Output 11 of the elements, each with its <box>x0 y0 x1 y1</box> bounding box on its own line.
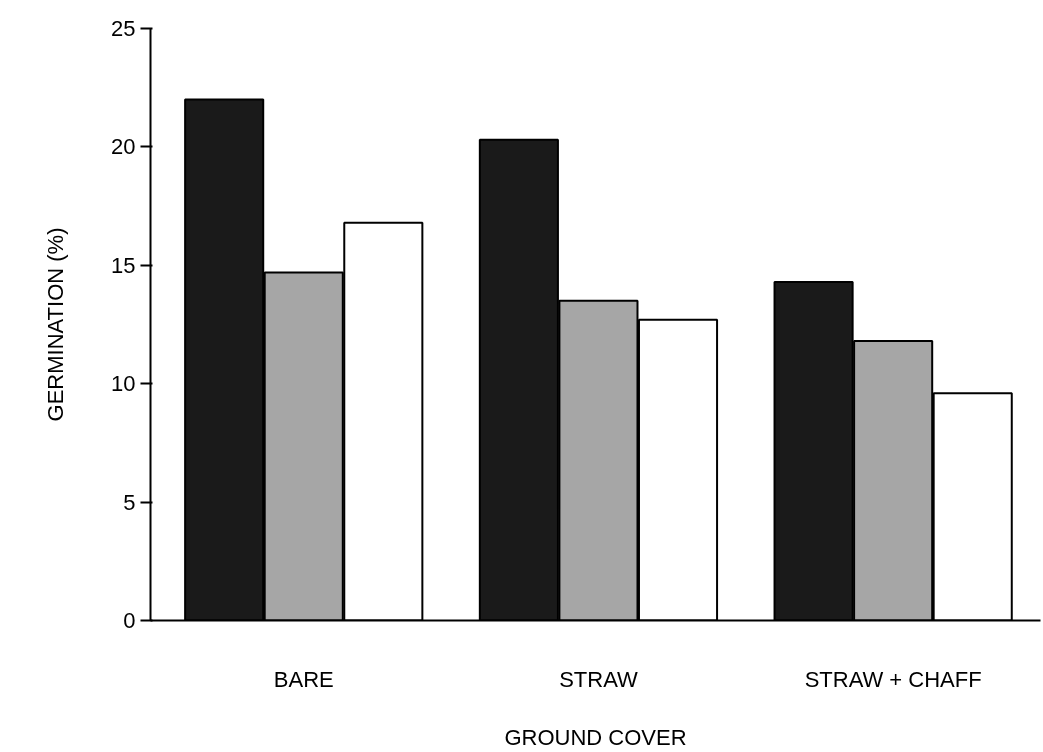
y-axis-title: GERMINATION (%) <box>43 227 69 422</box>
x-tick-label: STRAW <box>559 666 638 692</box>
y-tick-label: 10 <box>111 371 136 397</box>
x-tick-label: BARE <box>273 666 334 692</box>
y-tick-label: 15 <box>111 252 136 278</box>
y-tick-label: 5 <box>123 489 136 515</box>
x-axis-title: GROUND COVER <box>504 724 687 750</box>
y-tick-label: 0 <box>123 608 136 633</box>
x-tick-label: STRAW + CHAFF <box>804 666 982 692</box>
y-tick-label: 25 <box>111 16 136 41</box>
y-tick-label: 20 <box>111 134 136 160</box>
